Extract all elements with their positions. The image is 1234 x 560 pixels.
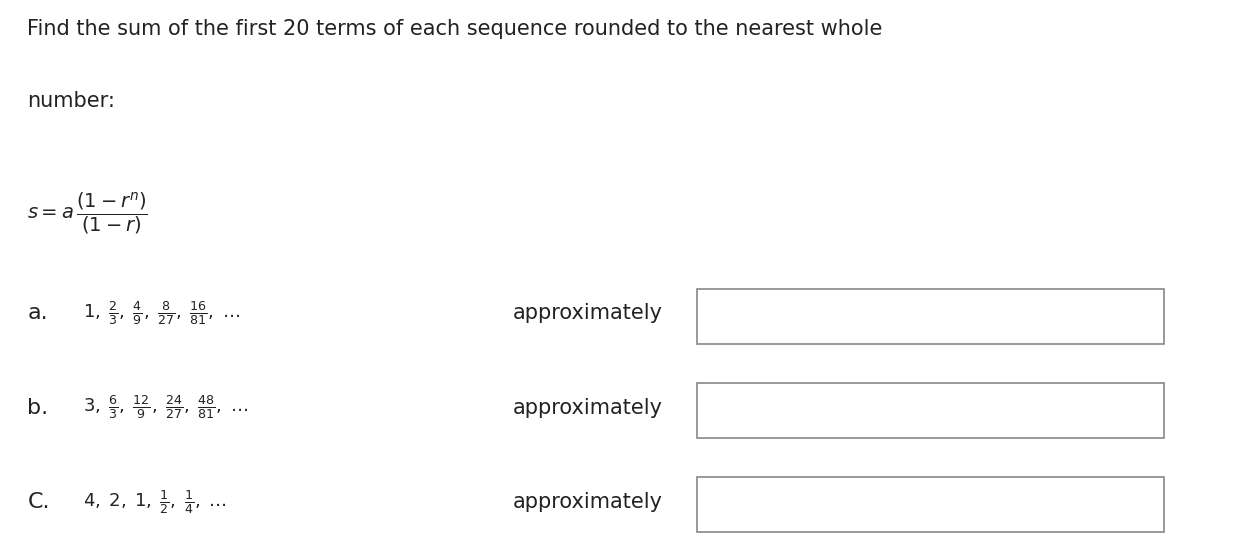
FancyBboxPatch shape <box>697 383 1164 438</box>
Text: $3,\; \frac{6}{3},\; \frac{12}{9},\; \frac{24}{27},\; \frac{48}{81},\; \ldots$: $3,\; \frac{6}{3},\; \frac{12}{9},\; \fr… <box>83 394 248 422</box>
FancyBboxPatch shape <box>697 477 1164 532</box>
Text: number:: number: <box>27 91 115 111</box>
Text: $1,\; \frac{2}{3},\; \frac{4}{9},\; \frac{8}{27},\; \frac{16}{81},\; \ldots$: $1,\; \frac{2}{3},\; \frac{4}{9},\; \fra… <box>83 300 239 327</box>
Text: approximately: approximately <box>512 398 663 418</box>
Text: approximately: approximately <box>512 304 663 323</box>
Text: $s = a\,\dfrac{(1-r^{n})}{(1-r)}$: $s = a\,\dfrac{(1-r^{n})}{(1-r)}$ <box>27 192 148 237</box>
FancyBboxPatch shape <box>697 289 1164 344</box>
Text: approximately: approximately <box>512 492 663 512</box>
Text: $4,\; 2,\; 1,\; \frac{1}{2},\; \frac{1}{4},\; \ldots$: $4,\; 2,\; 1,\; \frac{1}{2},\; \frac{1}{… <box>83 488 226 516</box>
Text: Find the sum of the first 20 terms of each sequence rounded to the nearest whole: Find the sum of the first 20 terms of ea… <box>27 20 882 39</box>
Text: C.: C. <box>27 492 49 512</box>
Text: b.: b. <box>27 398 48 418</box>
Text: a.: a. <box>27 304 48 323</box>
